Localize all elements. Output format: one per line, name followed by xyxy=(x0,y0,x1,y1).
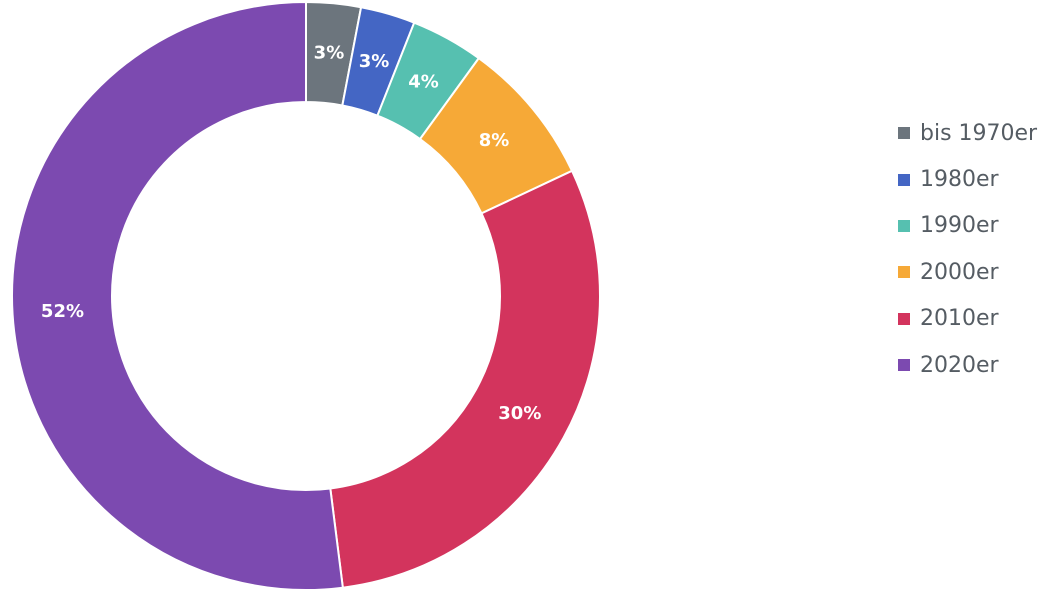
donut-slice-labels: 3% 3% 4% 8% 30% 52% xyxy=(41,43,541,424)
legend-label: 1980er xyxy=(920,167,999,193)
legend-label: 1990er xyxy=(920,213,999,239)
legend-swatch xyxy=(898,312,910,325)
legend-item-2010er: 2010er xyxy=(898,296,1037,342)
legend-item-1990er: 1990er xyxy=(898,203,1037,249)
slice-2020er xyxy=(11,0,344,591)
legend-item-2000er: 2000er xyxy=(898,249,1037,295)
legend-swatch xyxy=(898,127,910,140)
slice-label-1990er: 4% xyxy=(408,72,439,93)
legend-swatch xyxy=(898,359,910,372)
slice-label-2020er: 52% xyxy=(41,301,84,322)
legend-label: 2000er xyxy=(920,259,999,285)
legend-label: 2020er xyxy=(920,352,999,378)
legend-swatch xyxy=(898,266,910,279)
legend-label: bis 1970er xyxy=(920,120,1038,146)
donut-slices xyxy=(11,0,601,591)
legend: bis 1970er 1980er 1990er 2000er 2010er 2020er xyxy=(898,110,1037,388)
legend-item-2020er: 2020er xyxy=(898,342,1037,388)
slice-label-1980er: 3% xyxy=(359,51,390,72)
slice-2010er xyxy=(329,169,601,589)
slice-label-2010er: 30% xyxy=(498,403,541,424)
slice-label-bis-1970er: 3% xyxy=(314,43,345,64)
legend-label: 2010er xyxy=(920,306,999,332)
legend-item-bis-1970er: bis 1970er xyxy=(898,110,1037,156)
legend-swatch xyxy=(898,173,910,186)
legend-swatch xyxy=(898,219,910,232)
legend-item-1980er: 1980er xyxy=(898,156,1037,202)
slice-label-2000er: 8% xyxy=(479,130,510,151)
donut-chart: 3% 3% 4% 8% 30% 52% xyxy=(11,0,601,591)
